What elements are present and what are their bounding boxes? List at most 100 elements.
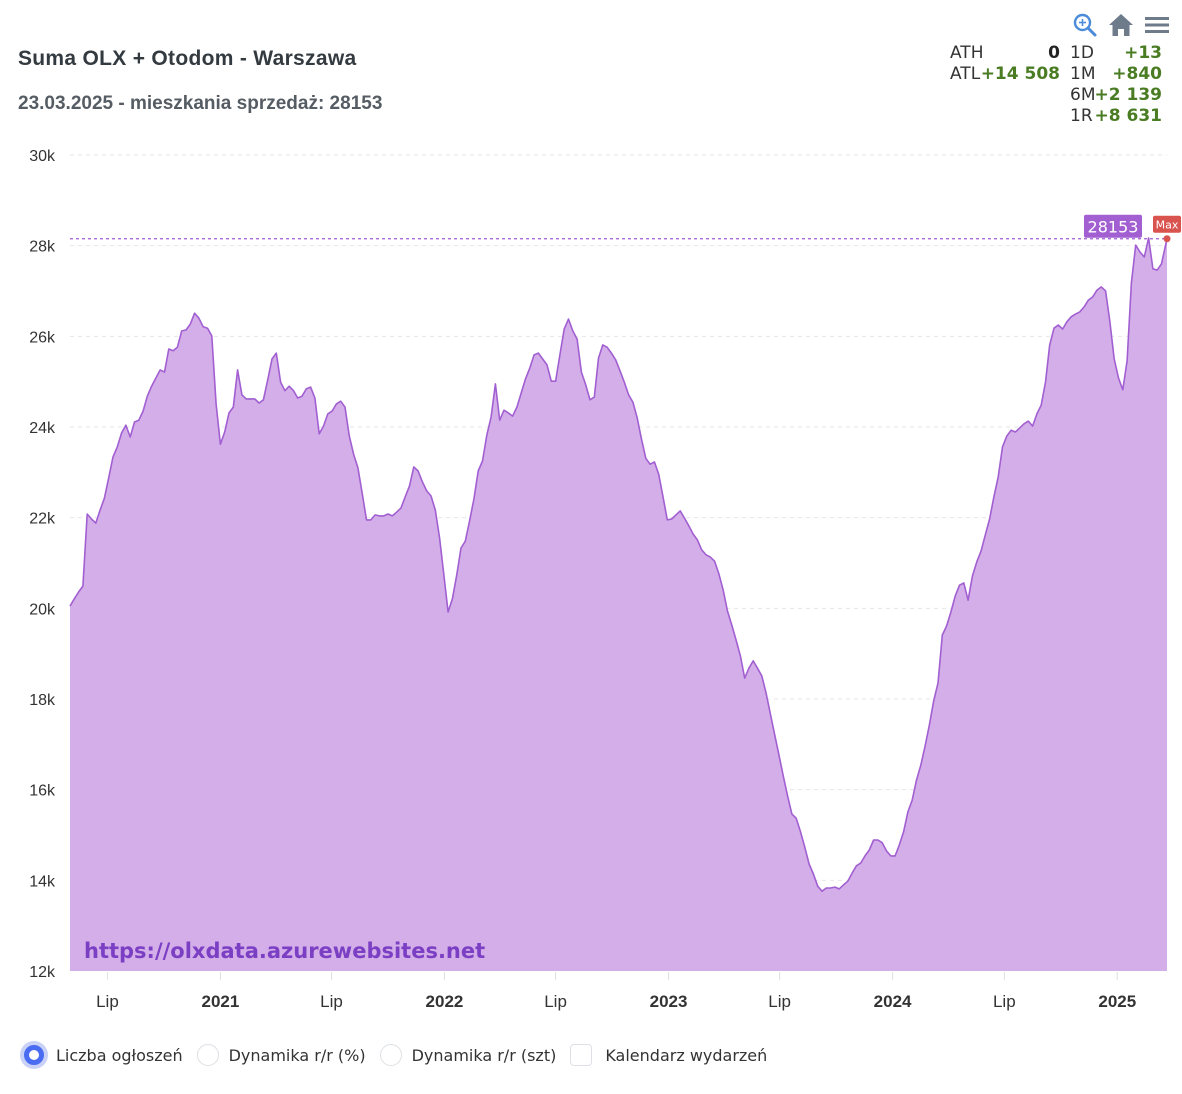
data-point bbox=[1114, 358, 1115, 359]
option-liczba-ogloszen[interactable]: Liczba ogłoszeń bbox=[22, 1045, 183, 1065]
data-point bbox=[632, 402, 633, 403]
y-axis: 12k 14k 16k 18k 20k 22k 24k 26k 28k 30k bbox=[29, 148, 56, 981]
data-point bbox=[740, 655, 741, 656]
data-point bbox=[1096, 290, 1097, 291]
y-tick-label: 12k bbox=[29, 964, 56, 981]
data-point bbox=[641, 439, 642, 440]
data-point bbox=[117, 446, 118, 447]
data-point bbox=[207, 328, 208, 329]
data-point bbox=[895, 855, 896, 856]
data-point bbox=[727, 611, 728, 612]
radio-unselected[interactable] bbox=[379, 1044, 402, 1066]
menu-button[interactable] bbox=[1144, 12, 1170, 38]
menu-icon bbox=[1145, 17, 1169, 33]
data-point bbox=[925, 746, 926, 747]
radio-selected[interactable] bbox=[24, 1045, 44, 1065]
data-point bbox=[619, 370, 620, 371]
option-kalendarz[interactable]: Kalendarz wydarzeń bbox=[570, 1044, 767, 1066]
data-point bbox=[491, 416, 492, 417]
data-point bbox=[508, 412, 509, 413]
data-point bbox=[301, 396, 302, 397]
option-dynamika-szt[interactable]: Dynamika r/r (szt) bbox=[379, 1044, 556, 1066]
data-point bbox=[903, 831, 904, 832]
data-point bbox=[104, 498, 105, 499]
radio-unselected[interactable] bbox=[196, 1044, 219, 1066]
data-point bbox=[645, 458, 646, 459]
data-point bbox=[736, 640, 737, 641]
data-point bbox=[1041, 405, 1042, 406]
data-point bbox=[615, 359, 616, 360]
data-point bbox=[486, 435, 487, 436]
x-tick-label: Lip bbox=[320, 992, 343, 1011]
data-point bbox=[1118, 377, 1119, 378]
data-point bbox=[976, 562, 977, 563]
data-point bbox=[78, 591, 79, 592]
data-point bbox=[151, 386, 152, 387]
data-point bbox=[87, 513, 88, 514]
data-point bbox=[559, 354, 560, 355]
zoom-in-button[interactable] bbox=[1072, 12, 1098, 38]
data-point bbox=[804, 847, 805, 848]
data-point bbox=[164, 372, 165, 373]
data-point bbox=[357, 467, 358, 468]
option-label: Liczba ogłoszeń bbox=[56, 1045, 183, 1065]
data-point bbox=[478, 470, 479, 471]
data-point bbox=[667, 519, 668, 520]
data-point bbox=[173, 350, 174, 351]
max-marker bbox=[1163, 235, 1171, 243]
watermark-url[interactable]: https://olxdata.azurewebsites.net bbox=[84, 939, 485, 963]
data-point bbox=[203, 326, 204, 327]
max-badge bbox=[1153, 215, 1181, 233]
y-tick-label: 28k bbox=[29, 239, 56, 256]
stat-label: 6M bbox=[1070, 85, 1096, 105]
data-point bbox=[899, 844, 900, 845]
checkbox-unchecked[interactable] bbox=[570, 1044, 593, 1066]
option-label: Dynamika r/r (%) bbox=[228, 1045, 366, 1065]
data-point bbox=[684, 518, 685, 519]
data-point bbox=[237, 369, 238, 370]
data-point bbox=[1122, 389, 1123, 390]
chart-toolbar bbox=[1072, 12, 1170, 38]
series-line bbox=[69, 237, 1168, 892]
data-point bbox=[1135, 245, 1136, 246]
reset-zoom-button[interactable] bbox=[1108, 12, 1134, 38]
data-point bbox=[95, 523, 96, 524]
data-point bbox=[972, 576, 973, 577]
data-point bbox=[662, 496, 663, 497]
data-point bbox=[254, 398, 255, 399]
data-point bbox=[718, 573, 719, 574]
data-point bbox=[963, 582, 964, 583]
data-point bbox=[564, 329, 565, 330]
option-dynamika-procent[interactable]: Dynamika r/r (%) bbox=[196, 1044, 366, 1066]
data-point bbox=[955, 596, 956, 597]
view-options: Liczba ogłoszeń Dynamika r/r (%) Dynamik… bbox=[22, 1044, 781, 1066]
data-point bbox=[430, 495, 431, 496]
stat-value: +14 508 bbox=[980, 64, 1060, 84]
data-point bbox=[362, 493, 363, 494]
data-point bbox=[216, 403, 217, 404]
data-point bbox=[637, 417, 638, 418]
data-point bbox=[495, 383, 496, 384]
data-point bbox=[942, 635, 943, 636]
data-point bbox=[761, 675, 762, 676]
data-point bbox=[980, 551, 981, 552]
data-point bbox=[332, 411, 333, 412]
data-point bbox=[422, 481, 423, 482]
data-point bbox=[250, 398, 251, 399]
data-point bbox=[714, 561, 715, 562]
data-point bbox=[589, 399, 590, 400]
data-point bbox=[843, 884, 844, 885]
data-point bbox=[1066, 321, 1067, 322]
data-point bbox=[791, 814, 792, 815]
y-tick-label: 14k bbox=[29, 873, 56, 890]
stat-1r: 1R +8 631 bbox=[1070, 106, 1162, 127]
data-point bbox=[181, 330, 182, 331]
data-point bbox=[650, 464, 651, 465]
data-point bbox=[224, 431, 225, 432]
data-point bbox=[1036, 413, 1037, 414]
x-tick-label: 2023 bbox=[650, 992, 688, 1011]
data-point bbox=[452, 598, 453, 599]
data-point bbox=[1088, 300, 1089, 301]
data-point bbox=[448, 611, 449, 612]
